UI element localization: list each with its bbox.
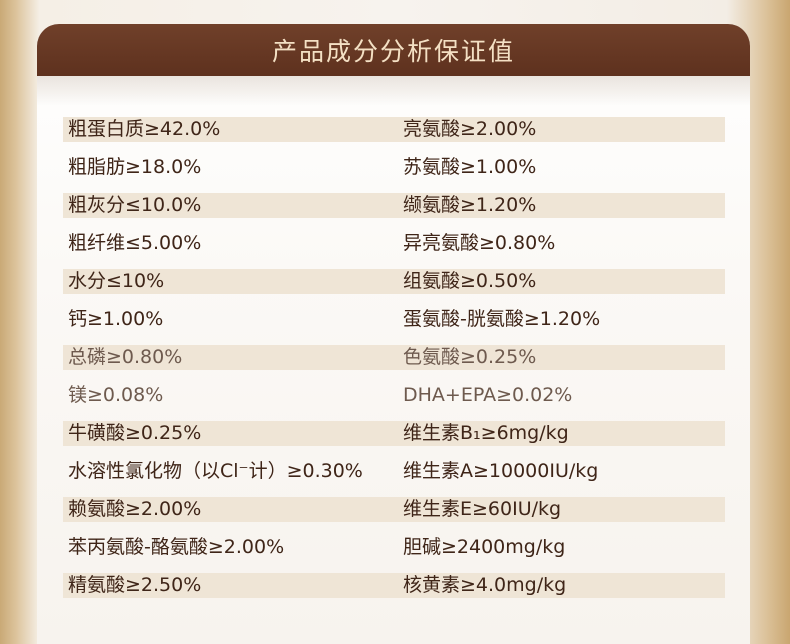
left-cell: 水分≤10%	[68, 270, 165, 292]
right-cell: 色氨酸≥0.25%	[403, 346, 537, 368]
table-row: 牛磺酸≥0.25% 维生素B₁≥6mg/kg	[63, 421, 725, 446]
table-row: 总磷≥0.80% 色氨酸≥0.25%	[63, 345, 725, 370]
right-cell: DHA+EPA≥0.02%	[403, 384, 573, 406]
left-cell: 赖氨酸≥2.00%	[68, 498, 202, 520]
table-row: 镁≥0.08% DHA+EPA≥0.02%	[63, 383, 725, 408]
left-cell: 粗蛋白质≥42.0%	[68, 118, 221, 140]
table-row: 钙≥1.00% 蛋氨酸-胱氨酸≥1.20%	[63, 307, 725, 332]
left-cell: 水溶性氯化物（以Cl⁻计）≥0.30%	[68, 460, 363, 482]
table-row: 苯丙氨酸-酪氨酸≥2.00% 胆碱≥2400mg/kg	[63, 535, 725, 560]
header-shadow	[37, 76, 750, 106]
left-cell: 粗灰分≤10.0%	[68, 194, 202, 216]
table-row: 粗纤维≤5.00% 异亮氨酸≥0.80%	[63, 231, 725, 256]
right-cell: 维生素E≥60IU/kg	[403, 498, 562, 520]
right-cell: 苏氨酸≥1.00%	[403, 156, 537, 178]
section-title: 产品成分分析保证值	[271, 37, 515, 66]
right-cell: 维生素B₁≥6mg/kg	[403, 422, 569, 444]
right-cell: 亮氨酸≥2.00%	[403, 118, 537, 140]
right-cell: 异亮氨酸≥0.80%	[403, 232, 556, 254]
right-cell: 蛋氨酸-胱氨酸≥1.20%	[403, 308, 601, 330]
table-row: 精氨酸≥2.50% 核黄素≥4.0mg/kg	[63, 573, 725, 598]
table-row: 粗灰分≤10.0% 缬氨酸≥1.20%	[63, 193, 725, 218]
right-cell: 组氨酸≥0.50%	[403, 270, 537, 292]
left-cell: 苯丙氨酸-酪氨酸≥2.00%	[68, 536, 285, 558]
left-cell: 钙≥1.00%	[68, 308, 164, 330]
left-cell: 粗脂肪≥18.0%	[68, 156, 202, 178]
left-cell: 粗纤维≤5.00%	[68, 232, 202, 254]
right-cell: 核黄素≥4.0mg/kg	[403, 574, 567, 596]
left-cell: 镁≥0.08%	[68, 384, 164, 406]
right-cell: 胆碱≥2400mg/kg	[403, 536, 566, 558]
section-header: 产品成分分析保证值	[37, 24, 750, 76]
left-cell: 总磷≥0.80%	[68, 346, 183, 368]
table-row: 水分≤10% 组氨酸≥0.50%	[63, 269, 725, 294]
left-cell: 精氨酸≥2.50%	[68, 574, 202, 596]
table-row: 粗蛋白质≥42.0% 亮氨酸≥2.00%	[63, 117, 725, 142]
left-cell: 牛磺酸≥0.25%	[68, 422, 202, 444]
analysis-table: 粗蛋白质≥42.0% 亮氨酸≥2.00% 粗脂肪≥18.0% 苏氨酸≥1.00%…	[63, 117, 725, 598]
table-row: 水溶性氯化物（以Cl⁻计）≥0.30% 维生素A≥10000IU/kg	[63, 459, 725, 484]
right-cell: 缬氨酸≥1.20%	[403, 194, 537, 216]
right-cell: 维生素A≥10000IU/kg	[403, 460, 599, 482]
table-row: 粗脂肪≥18.0% 苏氨酸≥1.00%	[63, 155, 725, 180]
table-row: 赖氨酸≥2.00% 维生素E≥60IU/kg	[63, 497, 725, 522]
